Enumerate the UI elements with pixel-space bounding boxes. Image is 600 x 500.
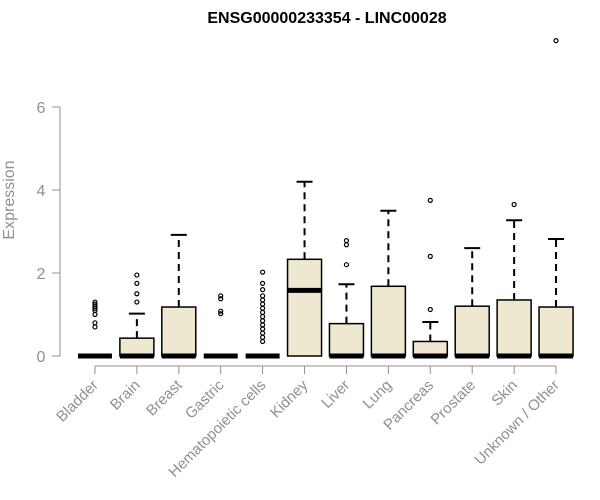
y-tick-label: 4 [37,183,46,200]
outlier-point [134,291,140,297]
x-tick-label: Breast [143,376,186,419]
outlier-point [260,293,266,299]
box-rect [119,337,155,357]
box-7 [370,209,407,359]
outlier-point [134,299,140,305]
x-tick-label: Kidney [267,376,312,421]
box-rect [370,285,407,357]
box-rect [538,306,574,357]
outlier-point [92,324,98,330]
outlier-point [427,253,433,259]
outlier-point [218,296,224,302]
outlier-point [260,330,266,336]
x-tick-label: Lung [360,377,396,413]
box-6 [328,238,365,359]
x-tick-label: Prostate [428,377,480,429]
box-8 [412,197,449,359]
outlier-point [343,238,350,244]
outlier-point [218,308,224,314]
box-4 [245,269,280,359]
box-rect [161,306,197,357]
x-tick-label: Liver [318,377,353,412]
outlier-point [134,280,140,286]
outlier-point [260,318,266,324]
y-tick-label: 0 [37,349,46,366]
outlier-point [260,309,266,316]
outlier-point [260,280,266,286]
box-3 [203,293,238,359]
box-rect [286,258,323,357]
box-rect [328,322,365,357]
outlier-point [134,272,140,278]
x-tick-label: Bladder [53,377,102,426]
chart-title: ENSG00000233354 - LINC00028 [207,10,446,27]
y-tick-label: 6 [37,100,46,117]
outlier-point [92,301,98,307]
outlier-point [260,305,266,311]
box-2 [161,233,197,359]
outlier-point [427,197,433,203]
outlier-point [553,37,559,44]
outlier-point [260,297,266,303]
y-tick-label: 2 [37,266,46,283]
outlier-point [218,311,224,317]
y-axis: 0 2 4 6 [37,100,61,366]
box-5 [286,180,323,357]
box-10 [496,201,532,359]
box-11 [538,37,574,359]
box-1 [119,272,155,359]
outlier-point [260,313,266,320]
outlier-point [92,311,98,318]
outlier-point [92,299,98,305]
box-rect [496,299,532,357]
outlier-point [343,262,350,268]
box-9 [454,247,490,359]
box-0 [77,299,112,359]
outlier-point [260,338,266,345]
outlier-point [260,269,266,275]
outlier-point [218,293,224,299]
x-tick-label: Skin [488,377,521,410]
outlier-point [260,326,266,332]
box-rect [454,305,490,357]
outlier-point [427,306,433,313]
outlier-point [260,322,266,328]
outlier-point [343,242,350,248]
outlier-point [260,334,266,340]
outlier-point [511,201,517,208]
y-axis-label: Expression [1,160,18,239]
x-tick-label: Brain [107,377,144,414]
outlier-point [260,287,266,293]
outlier-point [260,301,266,307]
boxes-group [77,37,574,359]
outlier-point [92,320,98,326]
